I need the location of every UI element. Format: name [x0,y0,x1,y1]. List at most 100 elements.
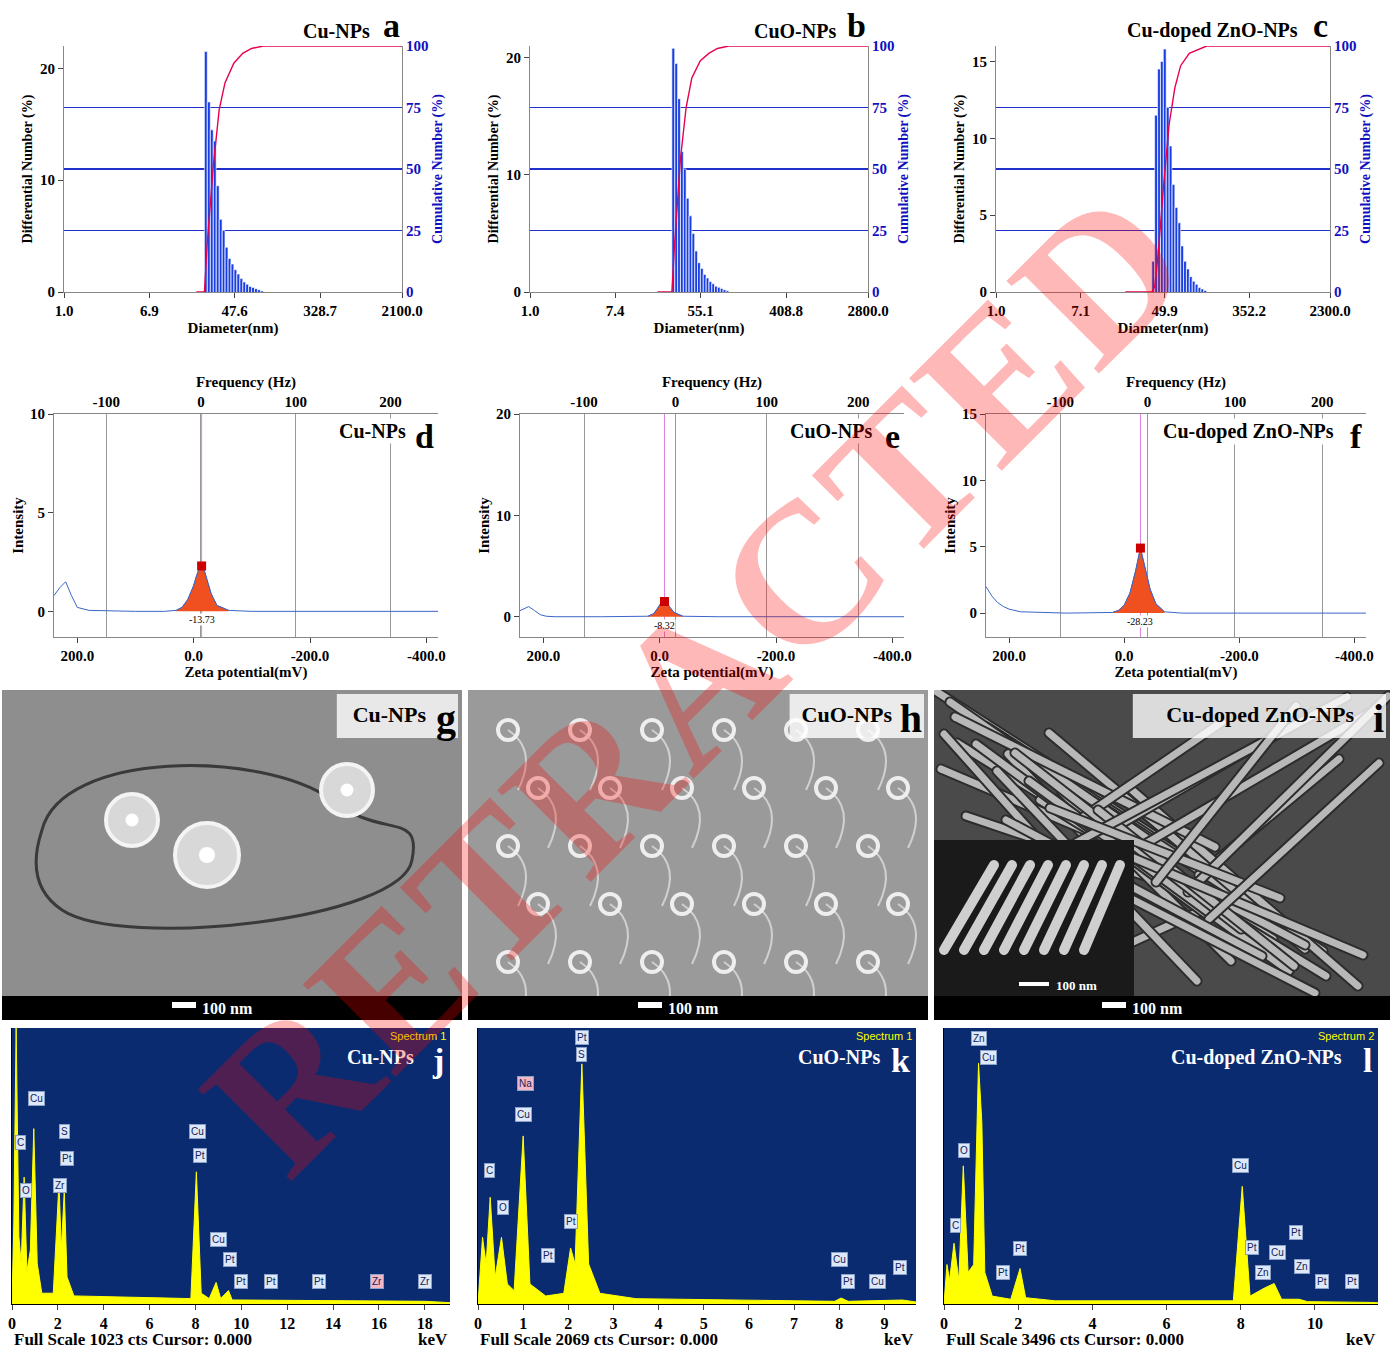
svg-text:Differential Number (%): Differential Number (%) [952,94,968,243]
svg-text:50: 50 [1334,161,1349,177]
svg-text:50: 50 [872,161,887,177]
svg-text:10: 10 [233,1315,249,1332]
svg-text:Differential Number (%): Differential Number (%) [486,94,502,243]
svg-text:keV: keV [884,1330,914,1349]
svg-text:100 nm: 100 nm [1056,978,1097,993]
svg-text:Cumulative Number (%): Cumulative Number (%) [896,94,912,244]
svg-text:0.0: 0.0 [184,648,203,664]
svg-text:Spectrum 1: Spectrum 1 [856,1030,912,1042]
svg-text:7.4: 7.4 [606,303,625,319]
svg-text:CuO-NPs: CuO-NPs [802,702,893,727]
svg-text:Zeta potential(mV): Zeta potential(mV) [651,664,774,681]
svg-text:15: 15 [972,54,987,70]
svg-text:Pt: Pt [895,1262,905,1273]
svg-text:10: 10 [972,131,987,147]
svg-text:O: O [499,1202,507,1213]
svg-text:100: 100 [1334,38,1357,54]
svg-text:10: 10 [496,508,511,524]
svg-text:C: C [486,1165,493,1176]
svg-text:Intensity: Intensity [942,497,958,554]
svg-text:Pt: Pt [225,1254,235,1265]
svg-text:7: 7 [790,1315,798,1332]
svg-text:16: 16 [371,1315,387,1332]
svg-text:20: 20 [40,61,55,77]
svg-text:200.0: 200.0 [526,648,560,664]
svg-text:100 nm: 100 nm [202,1000,253,1017]
svg-text:e: e [885,418,900,455]
svg-text:20: 20 [506,50,521,66]
svg-text:Intensity: Intensity [10,497,26,554]
svg-text:10: 10 [962,473,977,489]
svg-text:-8.32: -8.32 [654,620,675,631]
svg-text:Intensity: Intensity [476,497,492,554]
svg-text:Diameter(nm): Diameter(nm) [188,320,279,337]
svg-text:a: a [383,7,400,44]
svg-text:1.0: 1.0 [55,303,74,319]
svg-text:4: 4 [1088,1315,1096,1332]
svg-text:Cu-NPs: Cu-NPs [303,20,370,42]
svg-text:Frequency (Hz): Frequency (Hz) [1126,374,1226,391]
svg-text:6.9: 6.9 [140,303,159,319]
svg-text:8: 8 [1237,1315,1245,1332]
svg-text:50: 50 [406,161,421,177]
svg-text:7.1: 7.1 [1071,303,1090,319]
svg-text:10: 10 [1307,1315,1323,1332]
svg-text:Cu-doped ZnO-NPs: Cu-doped ZnO-NPs [1127,19,1298,42]
svg-text:0: 0 [406,284,414,300]
svg-text:Cu-NPs: Cu-NPs [353,702,427,727]
svg-text:Zr: Zr [55,1180,65,1191]
svg-text:Pt: Pt [236,1276,246,1287]
svg-text:352.2: 352.2 [1232,303,1266,319]
svg-text:k: k [891,1042,910,1079]
svg-text:3: 3 [609,1315,617,1332]
svg-text:Pt: Pt [566,1216,576,1227]
svg-text:Pt: Pt [543,1250,553,1261]
svg-text:100 nm: 100 nm [668,1000,719,1017]
svg-text:0: 0 [1334,284,1342,300]
svg-text:Full Scale 2069 cts Cursor: 0.: Full Scale 2069 cts Cursor: 0.000 [480,1330,718,1349]
svg-text:Cu: Cu [982,1052,995,1063]
svg-text:i: i [1373,696,1384,741]
svg-text:Pt: Pt [998,1267,1008,1278]
svg-text:-100: -100 [1047,394,1075,410]
svg-text:Frequency (Hz): Frequency (Hz) [662,374,762,391]
svg-text:Full Scale 3496 cts Cursor: 0.: Full Scale 3496 cts Cursor: 0.000 [946,1330,1184,1349]
svg-text:Zn: Zn [1257,1267,1269,1278]
svg-text:5: 5 [970,539,978,555]
svg-text:5: 5 [38,505,46,521]
svg-text:1.0: 1.0 [987,303,1006,319]
svg-text:18: 18 [417,1315,433,1332]
svg-text:Na: Na [519,1078,532,1089]
svg-text:S: S [61,1126,68,1137]
svg-text:328.7: 328.7 [303,303,337,319]
svg-text:Cu: Cu [1271,1247,1284,1258]
svg-text:0.0: 0.0 [1115,648,1134,664]
svg-text:Diameter(nm): Diameter(nm) [654,320,745,337]
svg-text:25: 25 [872,223,887,239]
svg-text:75: 75 [406,100,421,116]
svg-text:0: 0 [48,284,56,300]
svg-text:CuO-NPs: CuO-NPs [754,20,836,42]
svg-text:49.9: 49.9 [1152,303,1178,319]
svg-text:0: 0 [1144,394,1152,410]
svg-text:0: 0 [514,284,522,300]
svg-text:408.8: 408.8 [769,303,803,319]
svg-text:CuO-NPs: CuO-NPs [790,420,872,442]
svg-text:Pt: Pt [1347,1276,1357,1287]
svg-text:200: 200 [1311,394,1334,410]
svg-text:2300.0: 2300.0 [1309,303,1350,319]
svg-text:0: 0 [672,394,680,410]
svg-text:0.0: 0.0 [650,648,669,664]
svg-text:keV: keV [418,1330,448,1349]
svg-text:Cu-doped ZnO-NPs: Cu-doped ZnO-NPs [1166,702,1354,727]
svg-text:8: 8 [191,1315,199,1332]
svg-text:200.0: 200.0 [60,648,94,664]
svg-text:5: 5 [700,1315,708,1332]
svg-text:C: C [952,1220,959,1231]
svg-text:0: 0 [872,284,880,300]
svg-text:Full Scale 1023 cts Cursor: 0.: Full Scale 1023 cts Cursor: 0.000 [14,1330,252,1349]
svg-text:Cu-NPs: Cu-NPs [339,420,406,442]
svg-text:Zr: Zr [372,1276,382,1287]
svg-text:200: 200 [379,394,402,410]
svg-text:Cu-doped ZnO-NPs: Cu-doped ZnO-NPs [1163,420,1334,443]
